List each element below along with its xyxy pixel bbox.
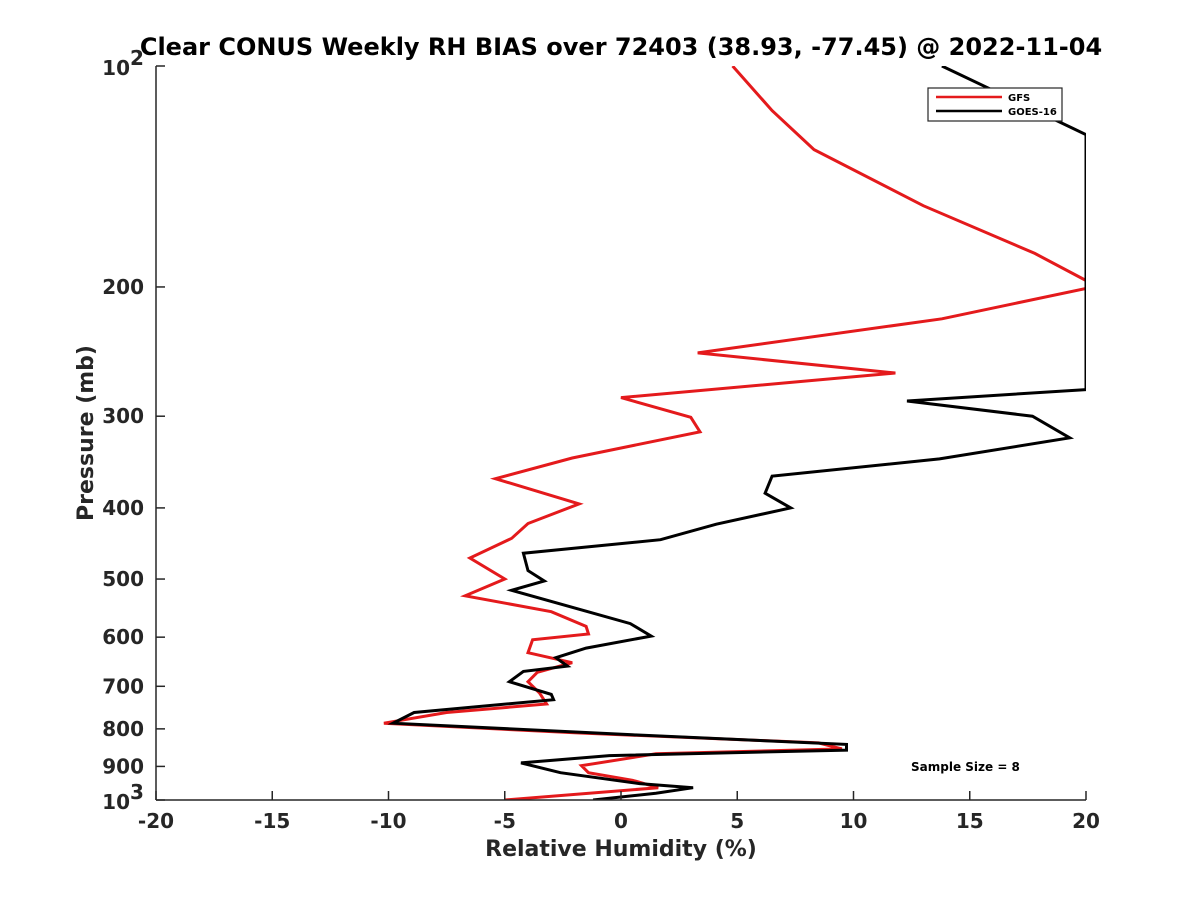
y-tick-label: 700 <box>102 674 144 698</box>
series-layer <box>383 66 1086 800</box>
axes <box>155 66 1086 801</box>
y-tick-label: 900 <box>102 754 144 778</box>
y-tick-label: 300 <box>102 404 144 428</box>
x-tick-label: 0 <box>614 809 628 833</box>
chart-title: Clear CONUS Weekly RH BIAS over 72403 (3… <box>140 33 1102 61</box>
y-axis-label: Pressure (mb) <box>74 345 99 521</box>
x-tick-label: -5 <box>494 809 516 833</box>
y-tick-exponent: 3 <box>130 780 144 804</box>
x-ticks: -20 -15 -10 -5 0 5 10 15 20 <box>138 791 1100 833</box>
legend: GFS GOES-16 <box>927 87 1063 122</box>
y-tick-label: 800 <box>102 717 144 741</box>
y-tick-label: 400 <box>102 496 144 520</box>
y-tick-label: 10 <box>102 56 130 80</box>
y-tick-label: 600 <box>102 625 144 649</box>
x-tick-label: -20 <box>138 809 174 833</box>
y-tick-label: 500 <box>102 567 144 591</box>
x-tick-label: 15 <box>956 809 984 833</box>
legend-box <box>927 87 1063 122</box>
series-line-gfs <box>383 66 1086 800</box>
series-line-goes-16 <box>387 66 1086 800</box>
sample-size-annotation: Sample Size = 8 <box>911 760 1020 774</box>
x-tick-label: 10 <box>840 809 868 833</box>
x-tick-label: 5 <box>730 809 744 833</box>
x-tick-label: -10 <box>370 809 406 833</box>
legend-label-gfs: GFS <box>1008 93 1030 104</box>
x-tick-label: 20 <box>1072 809 1100 833</box>
y-tick-label: 200 <box>102 275 144 299</box>
y-tick-exponent: 2 <box>130 46 144 70</box>
x-tick-label: -15 <box>254 809 290 833</box>
legend-label-goes-16: GOES-16 <box>1008 107 1057 118</box>
y-tick-label: 10 <box>102 790 130 814</box>
x-axis-label: Relative Humidity (%) <box>485 837 757 862</box>
